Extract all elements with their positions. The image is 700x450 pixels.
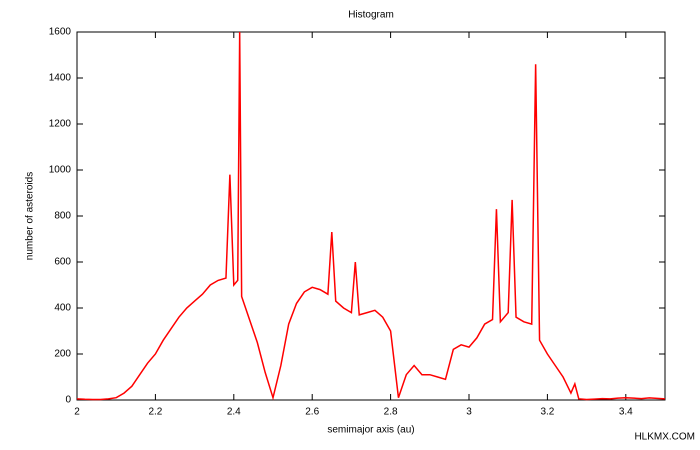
x-tick-label: 2.8: [384, 407, 398, 418]
y-tick-label: 1600: [49, 27, 72, 38]
x-tick-label: 3.4: [619, 407, 633, 418]
x-tick-label: 2: [74, 407, 80, 418]
x-tick-label: 2.2: [148, 407, 162, 418]
plot-frame: [76, 31, 666, 401]
x-axis-label: semimajor axis (au): [327, 425, 414, 436]
y-tick-label: 1400: [49, 73, 72, 84]
x-tick-label: 2.4: [227, 407, 241, 418]
y-tick-label: 800: [54, 211, 71, 222]
y-tick-label: 400: [54, 303, 71, 314]
y-tick-label: 0: [65, 395, 71, 406]
y-tick-label: 200: [54, 349, 71, 360]
y-tick-label: 1200: [49, 119, 72, 130]
watermark: HLKMX.COM: [634, 432, 695, 443]
x-tick-label: 3.2: [540, 407, 554, 418]
data-line: [76, 31, 666, 401]
chart-title: Histogram: [348, 10, 394, 21]
x-tick-label: 3: [466, 407, 472, 418]
y-axis-label: number of asteroids: [25, 172, 36, 260]
y-tick-label: 1000: [49, 165, 72, 176]
y-tick-label: 600: [54, 257, 71, 268]
x-tick-label: 2.6: [305, 407, 319, 418]
